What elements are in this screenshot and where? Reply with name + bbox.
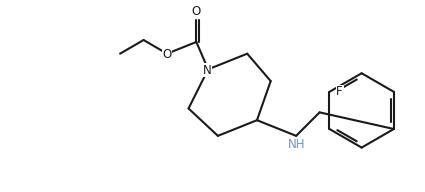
Text: O: O — [162, 48, 172, 61]
Text: N: N — [203, 64, 212, 77]
Text: O: O — [192, 4, 201, 17]
Text: F: F — [336, 85, 343, 98]
Text: NH: NH — [288, 138, 306, 151]
